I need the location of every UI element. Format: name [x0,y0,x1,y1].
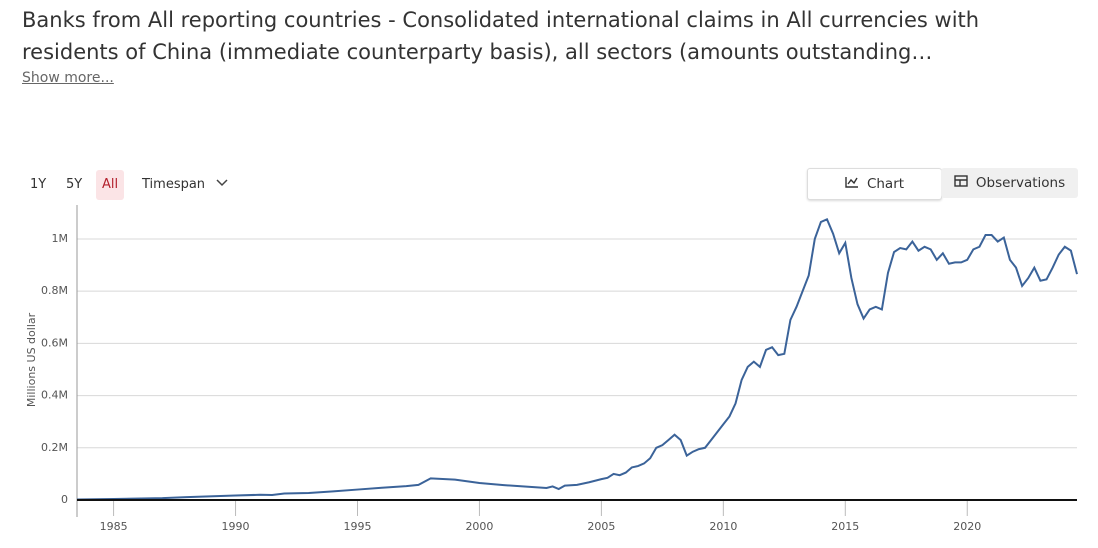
tab-label: Chart [866,176,905,192]
range-button[interactable]: 5Y [66,177,83,192]
x-tick-label: 2000 [465,520,493,533]
y-tick-label: 1M [52,232,69,245]
x-tick-label: 1995 [343,520,371,533]
y-tick-label: 0.4M [41,389,68,402]
timespan-label: Timespan [142,177,206,192]
title: Banks from All reporting countries - Con… [22,8,980,64]
x-tick-label: 2010 [709,520,737,533]
x-tick-label: 1990 [222,520,250,533]
table-icon [954,175,968,187]
range-button[interactable]: All [96,170,125,200]
chart-icon [845,177,858,188]
line-series [76,218,1078,501]
observations-tab[interactable]: Observations [941,168,1078,198]
x-tick-label: 2015 [831,520,859,533]
range-button[interactable]: 1Y [30,177,47,192]
y-tick-label: 0.8M [41,284,68,297]
chevron [216,179,228,187]
chart-tab[interactable]: Chart [807,168,942,200]
timespan[interactable]: Timespan [142,170,229,200]
y-tick-label: 0.2M [41,441,68,454]
y-tick-label: 0.6M [41,336,68,349]
tab-label: Observations [975,175,1066,191]
x-tick-label: 1985 [100,520,128,533]
y-axis-label: Millions US dollar [25,312,38,407]
y-tick-label: 0 [61,493,68,506]
x-tick-label: 2020 [953,520,981,533]
show-more[interactable]: Show more... [22,70,114,86]
x-tick-label: 2005 [587,520,615,533]
